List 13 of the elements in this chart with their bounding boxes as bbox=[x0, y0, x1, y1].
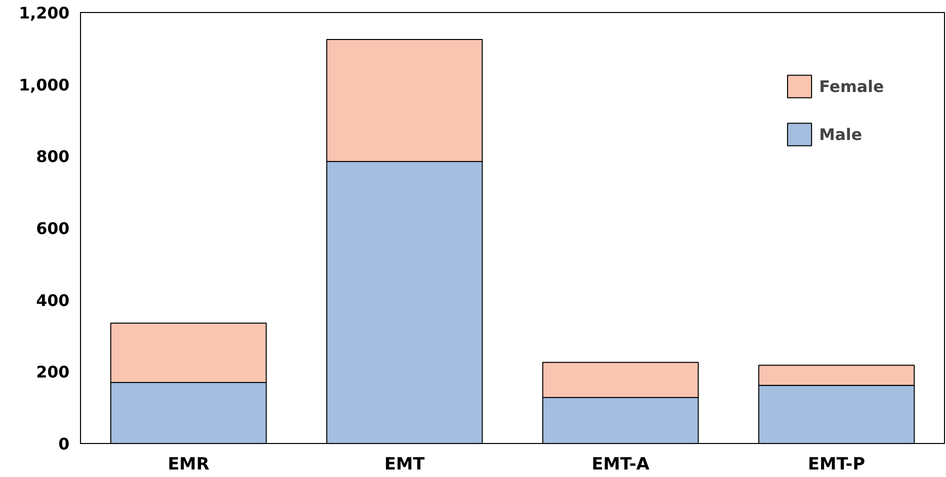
x-tick-label: EMR bbox=[168, 454, 210, 474]
x-tick-label: EMT bbox=[384, 454, 425, 474]
y-tick-label: 600 bbox=[36, 219, 70, 238]
y-tick-label: 400 bbox=[36, 290, 70, 310]
y-tick-label: 800 bbox=[36, 147, 70, 166]
x-tick-label: EMT-A bbox=[592, 454, 650, 474]
y-tick-label: 1,000 bbox=[18, 75, 70, 94]
x-tick-label: EMT-P bbox=[808, 454, 866, 474]
legend-label: Male bbox=[819, 124, 862, 144]
y-tick-label: 200 bbox=[36, 362, 70, 382]
y-tick-label: 0 bbox=[58, 434, 70, 454]
legend-label: Female bbox=[819, 76, 884, 96]
y-tick-label: 1,200 bbox=[18, 4, 70, 22]
